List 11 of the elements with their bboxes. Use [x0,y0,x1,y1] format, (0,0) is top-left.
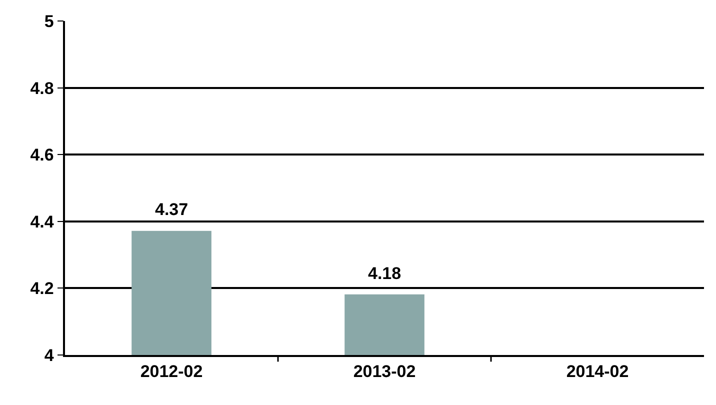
data-label: 4.37 [155,200,188,219]
data-label: 4.18 [368,264,402,283]
y-tick-label: 4.6 [30,146,54,165]
y-tick-label: 5 [44,12,54,31]
y-tick-label: 4.2 [30,279,54,298]
x-tick-label: 2013-02 [353,362,416,382]
x-tick-label: 2012-02 [140,362,203,382]
y-tick-label: 4 [44,346,54,365]
y-tick-label: 4.8 [30,78,54,98]
x-tick-label: 2014-02 [566,362,629,382]
y-tick-label: 4.4 [30,212,54,232]
